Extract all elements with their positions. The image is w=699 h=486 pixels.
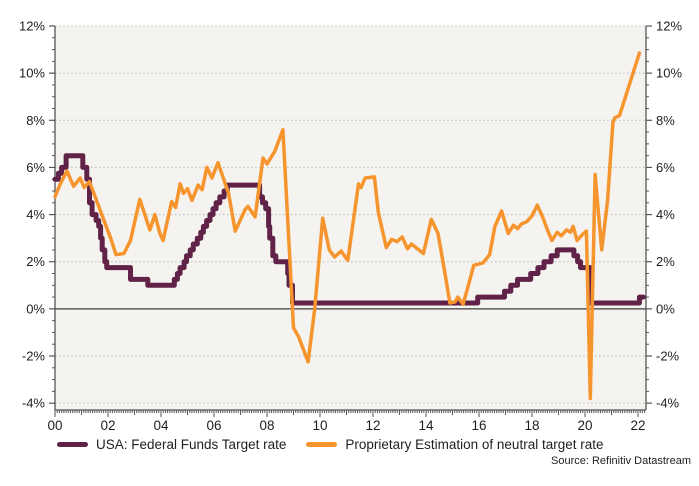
y-tick-label-left: 6% <box>26 160 45 175</box>
chart-legend: USA: Federal Funds Target rate Proprieta… <box>57 437 603 452</box>
x-tick-label: 04 <box>153 418 169 433</box>
neutral-line-swatch <box>306 442 338 447</box>
y-tick-label-left: 2% <box>26 254 45 269</box>
plot-background <box>55 26 646 410</box>
y-tick-label-right: 10% <box>656 66 682 81</box>
legend-label-neutral: Proprietary Estimation of neutral target… <box>345 437 604 452</box>
y-tick-label-right: -4% <box>656 396 680 411</box>
y-tick-label-right: 6% <box>656 160 675 175</box>
x-tick-label: 18 <box>525 418 540 433</box>
x-tick-label: 16 <box>472 418 487 433</box>
x-tick-label: 20 <box>578 418 593 433</box>
legend-label-ffr: USA: Federal Funds Target rate <box>96 437 287 452</box>
ffr-line-swatch <box>57 442 88 447</box>
y-tick-label-right: -2% <box>656 349 680 364</box>
y-tick-label-left: 12% <box>19 19 45 34</box>
y-tick-label-right: 0% <box>656 301 675 316</box>
x-tick-label: 02 <box>100 418 115 433</box>
y-tick-label-left: -4% <box>22 396 46 411</box>
x-tick-label: 22 <box>631 418 646 433</box>
source-attribution: Source: Refinitiv Datastream <box>551 455 691 467</box>
y-tick-label-left: 10% <box>19 66 45 81</box>
x-tick-label: 00 <box>47 418 62 433</box>
y-tick-label-left: 0% <box>26 301 45 316</box>
y-tick-label-right: 2% <box>656 254 675 269</box>
series-ffr-line <box>52 153 646 306</box>
x-tick-label: 12 <box>366 418 381 433</box>
series-neutral-line <box>53 51 642 401</box>
x-tick-label: 14 <box>419 418 435 433</box>
x-tick-label: 06 <box>206 418 221 433</box>
y-tick-label-right: 12% <box>656 19 682 34</box>
legend-item-ffr: USA: Federal Funds Target rate <box>57 437 286 452</box>
y-tick-label-right: 8% <box>656 113 675 128</box>
y-tick-label-left: 4% <box>26 207 45 222</box>
y-tick-label-left: 8% <box>26 113 45 128</box>
x-tick-label: 10 <box>313 418 328 433</box>
legend-item-neutral: Proprietary Estimation of neutral target… <box>306 437 603 452</box>
y-tick-label-right: 4% <box>656 207 675 222</box>
x-tick-label: 08 <box>260 418 275 433</box>
y-tick-label-left: -2% <box>22 349 46 364</box>
